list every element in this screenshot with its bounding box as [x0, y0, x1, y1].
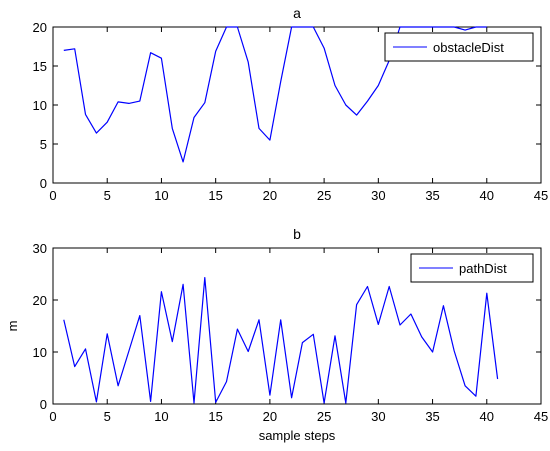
x-tick-label: 5	[104, 188, 111, 203]
y-tick-label: 10	[33, 98, 47, 113]
x-tick-label: 45	[534, 188, 548, 203]
y-tick-label: 20	[33, 293, 47, 308]
subplot-b-title: b	[293, 226, 301, 242]
y-tick-label: 0	[40, 176, 47, 191]
x-tick-label: 25	[317, 409, 331, 424]
x-tick-label: 35	[425, 188, 439, 203]
y-tick-label: 10	[33, 345, 47, 360]
x-tick-label: 15	[208, 188, 222, 203]
x-tick-label: 25	[317, 188, 331, 203]
subplot-a-legend: obstacleDist	[384, 32, 534, 62]
legend-label-obstacleDist: obstacleDist	[433, 40, 504, 55]
x-tick-label: 15	[208, 409, 222, 424]
x-tick-label: 20	[263, 188, 277, 203]
x-tick-label: 10	[154, 188, 168, 203]
y-tick-label: 15	[33, 59, 47, 74]
y-tick-label: 20	[33, 20, 47, 35]
x-tick-label: 30	[371, 409, 385, 424]
subplot-b-ticks: 0 5 10 15 20 25 30 35 40 45 0 10 20 30	[33, 241, 549, 424]
subplot-a-title: a	[293, 5, 301, 21]
y-tick-label: 30	[33, 241, 47, 256]
series-line-obstacleDist	[63, 26, 487, 163]
subplot-b: b sample steps m 0 5 10 15 20 25 30 35 40 45 0 10 20…	[5, 226, 548, 443]
y-tick-label: 0	[40, 397, 47, 412]
subplot-b-legend: pathDist	[410, 253, 534, 283]
subplot-b-ylabel: m	[5, 321, 20, 332]
legend-label-pathDist: pathDist	[459, 261, 507, 276]
series-line-pathDist	[63, 277, 499, 404]
subplot-a-ticks: 0 5 10 15 20 25 30 35 40 45 0 5 10 15 20	[33, 20, 549, 203]
x-tick-label: 40	[480, 409, 494, 424]
subplot-a-series	[63, 26, 487, 163]
y-tick-label: 5	[40, 137, 47, 152]
subplot-a: a 0 5 10 15 20 25 30 35 40 45 0 5 10 15 20 obstacleDis…	[33, 5, 549, 203]
x-tick-label: 30	[371, 188, 385, 203]
x-tick-label: 40	[480, 188, 494, 203]
x-tick-label: 10	[154, 409, 168, 424]
x-tick-label: 5	[104, 409, 111, 424]
x-tick-label: 20	[263, 409, 277, 424]
subplot-b-series	[63, 277, 499, 404]
subplot-b-xlabel: sample steps	[259, 428, 336, 443]
x-tick-label: 0	[49, 409, 56, 424]
x-tick-label: 35	[425, 409, 439, 424]
x-tick-label: 45	[534, 409, 548, 424]
x-tick-label: 0	[49, 188, 56, 203]
